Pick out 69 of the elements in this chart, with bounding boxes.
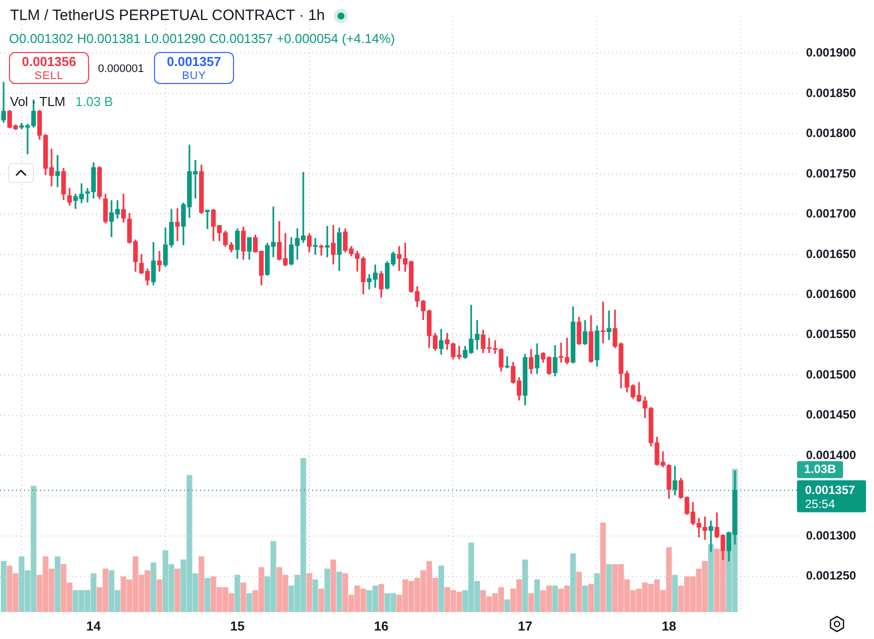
- y-tick-label: 0.001400: [806, 448, 856, 462]
- text: 25:54: [805, 497, 836, 512]
- bar: [378, 584, 384, 612]
- bar: [312, 579, 318, 612]
- annotation: 0.000001: [98, 63, 144, 75]
- y-tick-label: 0.001900: [806, 46, 856, 60]
- bar: [318, 588, 324, 612]
- x-tick-label: 16: [374, 618, 388, 634]
- y-tick-label: 0.001650: [806, 246, 856, 261]
- annotation: SELL: [34, 70, 64, 82]
- bar: [330, 559, 336, 612]
- bar: [336, 572, 342, 612]
- bar: [708, 544, 714, 612]
- y-tick-label: 0.001800: [806, 126, 856, 140]
- order-button: 0.001357 BUY: [154, 52, 234, 84]
- bar: [576, 572, 582, 612]
- bar: [240, 582, 246, 612]
- bar: [534, 579, 540, 612]
- bar: [522, 559, 528, 612]
- bar: [672, 574, 678, 612]
- candlestick: [606, 310, 612, 340]
- bar: [324, 568, 330, 612]
- bar: [528, 593, 534, 612]
- bar: [204, 578, 210, 612]
- annotation: 0.001356: [20, 54, 78, 69]
- x-tick-label: 18: [662, 618, 676, 634]
- y-tick-label: 0.001250: [806, 568, 856, 583]
- y-tick-label: 0.001700: [806, 206, 856, 221]
- bar: [150, 562, 156, 612]
- bar: [594, 573, 600, 612]
- bar: [174, 568, 180, 612]
- bar: [246, 593, 252, 612]
- y-tick-label: 0.001500: [806, 367, 856, 382]
- candlestick: [175, 208, 180, 242]
- order-button: 0.001356 SELL: [9, 52, 89, 84]
- bar: [54, 556, 60, 612]
- y-tick-label: 0.001550: [806, 327, 856, 342]
- text: 1.03B: [804, 462, 836, 476]
- ref-line-label: 0.001357: [805, 483, 856, 498]
- bar: [0, 560, 6, 612]
- bar: [582, 586, 588, 612]
- y-tick-label: 0.001450: [806, 408, 856, 422]
- chart-title: TLM / TetherUS PERPETUAL CONTRACT · 1h: [10, 7, 325, 25]
- bar: [504, 599, 510, 612]
- y-tick-label: 0.001850: [806, 86, 856, 100]
- bar: [234, 574, 240, 612]
- annotation: 1.03 B: [75, 94, 113, 109]
- x-tick-label: 17: [518, 618, 532, 634]
- bar: [306, 573, 312, 612]
- annotation: Vol · TLM: [10, 94, 66, 109]
- y-tick-label: 0.001600: [806, 287, 856, 301]
- bar: [438, 566, 444, 612]
- y-tick-label: 0.001750: [806, 166, 856, 180]
- candlestick: [55, 155, 60, 188]
- bar: [570, 553, 576, 612]
- bar: [156, 579, 162, 612]
- annotation: 0.001357: [166, 54, 222, 69]
- bar: [606, 564, 612, 612]
- text: O0.001302 H0.001381 L0.001290 C0.001357 +0.000054 (+4.14%): [9, 31, 395, 46]
- annotation: BUY: [180, 70, 208, 82]
- bar: [600, 522, 606, 612]
- bar: [552, 586, 558, 612]
- bar: [588, 584, 594, 612]
- candlestick: [600, 302, 606, 344]
- bar: [198, 556, 204, 612]
- x-tick-label: 15: [230, 618, 245, 634]
- y-tick-label: 0.001300: [806, 528, 856, 542]
- candlestick: [157, 250, 162, 272]
- x-tick-label: 14: [86, 618, 102, 634]
